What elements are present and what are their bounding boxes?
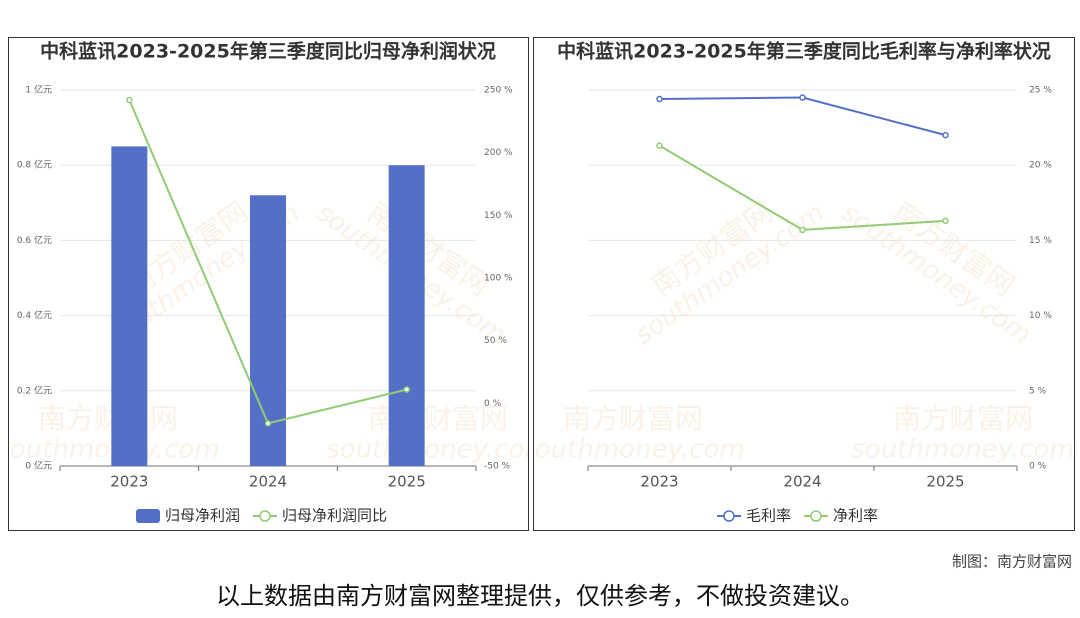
legend-label: 归母净利润 (165, 507, 240, 525)
watermark: southmoney.com (326, 435, 549, 465)
point (264, 420, 272, 427)
y2-tick-label: 150 % (484, 211, 513, 221)
x-tick-label: 2024 (249, 473, 287, 491)
legend-item: 毛利率 (717, 507, 791, 525)
legend-label: 归母净利润同比 (282, 507, 387, 525)
y2-tick-label: 50 % (484, 336, 507, 346)
watermark: southmoney.com (851, 435, 1074, 465)
watermark-group: 南方财富网southmoney.com南方财富网southmoney.com南方… (521, 195, 1075, 465)
watermark: southmoney.com (521, 435, 744, 465)
y-tick-label: 0.2 亿元 (17, 384, 52, 396)
y-tick-label: 10 % (1029, 311, 1052, 321)
y2-tick-label: 200 % (484, 148, 513, 158)
y-tick-label: 5 % (1029, 386, 1047, 396)
bar (388, 165, 425, 466)
point (656, 142, 663, 149)
credit: 制图：南方财富网 (952, 553, 1072, 571)
x-tick-label: 2023 (110, 473, 148, 491)
y2-tick-label: 250 % (484, 86, 513, 96)
y2-tick-label: 100 % (484, 274, 513, 284)
point (942, 217, 949, 225)
legend-swatch (136, 509, 160, 523)
watermark: 南方财富网 (38, 402, 178, 435)
y-tick-label: 0 亿元 (25, 460, 52, 472)
watermark: 南方财富网 (893, 402, 1033, 435)
point (799, 94, 806, 101)
y-tick-label: 0 % (1029, 462, 1047, 472)
chart: 中科蓝讯2023-2025年第三季度同比毛利率与净利率状况 0 % 5 % 10 % 1… (557, 40, 1052, 491)
disclaimer: 以上数据由南方财富网整理提供，仅供参考，不做投资建议。 (216, 582, 864, 610)
x-tick-label: 2025 (926, 473, 964, 491)
y-tick-label: 20 % (1029, 161, 1052, 171)
chart: 中科蓝讯2023-2025年第三季度同比归母净利润状况 0 亿元 0.2 亿元 0.4… (17, 40, 513, 491)
y-tick-label: 0.4 亿元 (17, 309, 52, 321)
point (799, 226, 806, 234)
point (656, 95, 663, 103)
y2-tick-label: -50 % (484, 462, 511, 472)
x-tick-label: 2025 (388, 473, 426, 491)
legend-swatch (259, 510, 271, 522)
legend-label: 毛利率 (746, 507, 791, 525)
chart-title: 中科蓝讯2023-2025年第三季度同比归母净利润状况 (40, 40, 496, 63)
y-tick-label: 1 亿元 (25, 84, 52, 96)
y-tick-label: 15 % (1029, 236, 1052, 246)
legend-item: 归母净利润 (136, 507, 240, 525)
line (659, 96, 946, 137)
x-tick-label: 2024 (783, 473, 821, 491)
legend-label: 净利率 (833, 507, 878, 525)
point (126, 96, 133, 104)
panel-border (533, 37, 1075, 531)
point (942, 131, 949, 139)
legend-item: 净利率 (804, 507, 878, 525)
watermark: 南方财富网 (563, 402, 703, 435)
watermark: southmoney.com (0, 435, 220, 465)
legend-swatch (810, 510, 822, 522)
y-tick-label: 0.8 亿元 (17, 159, 52, 171)
y2-tick-label: 0 % (484, 399, 502, 409)
x-tick-label: 2023 (640, 473, 678, 491)
bar (111, 146, 148, 466)
panel-border (8, 37, 529, 531)
y-tick-label: 25 % (1029, 86, 1052, 96)
chart-title: 中科蓝讯2023-2025年第三季度同比毛利率与净利率状况 (557, 40, 1051, 63)
legend-item: 归母净利润同比 (253, 507, 387, 525)
point (403, 386, 410, 393)
y-tick-label: 0.6 亿元 (17, 234, 52, 246)
legend-swatch (723, 510, 735, 522)
